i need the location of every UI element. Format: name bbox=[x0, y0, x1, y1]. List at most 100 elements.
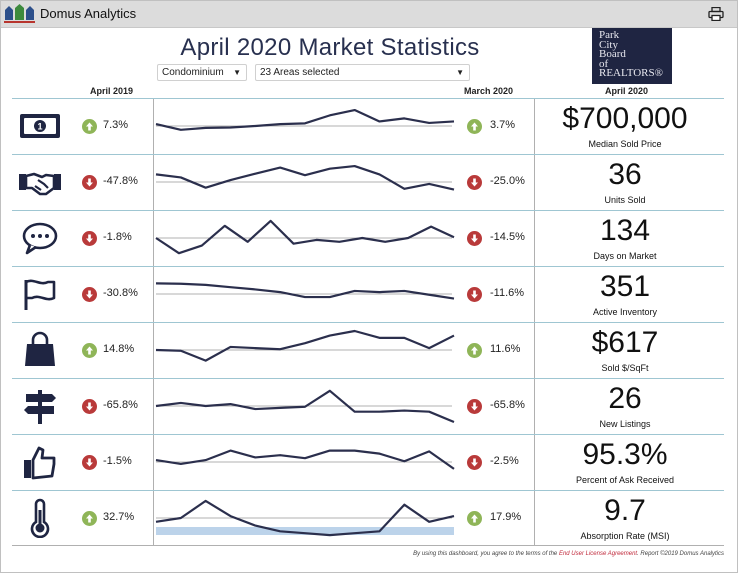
metric-value: $700,000 bbox=[562, 102, 688, 135]
column-divider bbox=[153, 98, 154, 545]
handshake-icon bbox=[19, 172, 61, 196]
yoy-change: -65.8% bbox=[103, 399, 138, 411]
board-of-realtors-logo: Park City Board of REALTORS® bbox=[592, 28, 672, 84]
arrow-down-icon bbox=[82, 455, 97, 470]
svg-text:1: 1 bbox=[37, 122, 42, 132]
money-icon: 1 bbox=[20, 114, 60, 138]
metric-label: Days on Market bbox=[593, 251, 657, 261]
thumbs-up-icon bbox=[24, 446, 56, 480]
mom-change: 17.9% bbox=[490, 511, 522, 523]
metric-label: Absorption Rate (MSI) bbox=[580, 531, 670, 541]
arrow-down-icon bbox=[82, 231, 97, 246]
stat-row-absorption-rate: 32.7% 17.9% 9.7 Absorption Rate (MSI) bbox=[12, 490, 724, 546]
sparkline-series bbox=[155, 449, 455, 470]
row-divider bbox=[12, 378, 724, 379]
stat-row-sold-price-per-sqft: 14.8% 11.6% $617 Sold $/SqFt bbox=[12, 322, 724, 378]
mom-change: 11.6% bbox=[490, 343, 521, 355]
chevron-down-icon: ▼ bbox=[456, 68, 464, 77]
sparkline-series bbox=[155, 499, 455, 537]
stat-row-median-sold-price: 1 7.3% 3.7% $700,000 Median Sold Price bbox=[12, 98, 724, 154]
signpost-icon bbox=[24, 390, 56, 424]
property-type-select[interactable]: Condominium ▼ bbox=[157, 64, 247, 81]
row-divider bbox=[12, 154, 724, 155]
flag-icon bbox=[24, 279, 56, 310]
header-prior-month: March 2020 bbox=[464, 86, 514, 96]
sparkline bbox=[155, 164, 455, 191]
row-divider bbox=[12, 266, 724, 267]
arrow-up-icon bbox=[467, 511, 482, 526]
yoy-change: -1.5% bbox=[103, 455, 132, 467]
board-logo-line: REALTORS® bbox=[599, 67, 663, 79]
shopping-bag-icon bbox=[25, 331, 55, 366]
sparkline-band bbox=[156, 527, 454, 535]
sparkline bbox=[155, 449, 455, 470]
footer: By using this dashboard, you agree to th… bbox=[300, 551, 724, 557]
row-divider bbox=[12, 322, 724, 323]
row-divider bbox=[12, 490, 724, 491]
row-divider bbox=[12, 210, 724, 211]
sparkline bbox=[155, 329, 455, 362]
eula-link[interactable]: End User License Agreement bbox=[558, 551, 638, 557]
metric-label: Median Sold Price bbox=[588, 139, 662, 149]
yoy-change: 14.8% bbox=[103, 343, 135, 355]
metric-value: 36 bbox=[608, 158, 642, 191]
yoy-change: -47.8% bbox=[103, 175, 138, 187]
metric-value: 9.7 bbox=[604, 494, 646, 527]
row-divider bbox=[12, 98, 724, 99]
sparkline-series bbox=[155, 108, 455, 131]
sparkline bbox=[155, 389, 455, 423]
arrow-down-icon bbox=[82, 287, 97, 302]
header-current: April 2020 bbox=[605, 86, 649, 96]
metric-label: Percent of Ask Received bbox=[575, 475, 675, 485]
mom-change: -14.5% bbox=[490, 231, 525, 243]
board-logo-line: Park bbox=[599, 29, 620, 41]
sparkline-series bbox=[155, 389, 455, 423]
print-icon[interactable] bbox=[708, 7, 724, 21]
bottom-divider bbox=[12, 545, 724, 546]
arrow-up-icon bbox=[82, 511, 97, 526]
board-logo-line: Board bbox=[599, 48, 626, 60]
top-bar: Domus Analytics bbox=[0, 0, 738, 28]
mom-change: 3.7% bbox=[490, 119, 516, 131]
arrow-down-icon bbox=[467, 287, 482, 302]
sparkline-series bbox=[155, 219, 455, 255]
arrow-up-icon bbox=[82, 119, 97, 134]
metric-value: 134 bbox=[599, 214, 651, 247]
stat-row-units-sold: -47.8% -25.0% 36 Units Sold bbox=[12, 154, 724, 210]
areas-value: 23 Areas selected bbox=[260, 67, 340, 78]
arrow-up-icon bbox=[467, 343, 482, 358]
arrow-up-icon bbox=[82, 343, 97, 358]
domus-logo-icon bbox=[4, 4, 35, 23]
board-logo-line: of bbox=[599, 57, 609, 70]
sparkline bbox=[155, 282, 455, 300]
header-prior-year: April 2019 bbox=[90, 86, 134, 96]
metric-label: Units Sold bbox=[604, 195, 646, 205]
metric-label: Active Inventory bbox=[592, 307, 658, 317]
metric-value: $617 bbox=[591, 326, 659, 359]
mom-change: -11.6% bbox=[490, 287, 525, 299]
row-divider bbox=[12, 434, 724, 435]
yoy-change: -30.8% bbox=[103, 287, 138, 299]
stat-row-active-inventory: -30.8% -11.6% 351 Active Inventory bbox=[12, 266, 724, 322]
board-logo-line: City bbox=[599, 38, 618, 51]
stat-row-percent-of-ask-received: -1.5% -2.5% 95.3% Percent of Ask Received bbox=[12, 434, 724, 490]
sparkline-series bbox=[155, 164, 455, 191]
yoy-change: 7.3% bbox=[103, 119, 129, 131]
arrow-down-icon bbox=[467, 231, 482, 246]
sparkline bbox=[155, 108, 455, 131]
sparkline bbox=[155, 219, 455, 255]
footer-text: By using this dashboard, you agree to th… bbox=[413, 551, 559, 557]
yoy-change: -1.8% bbox=[103, 231, 132, 243]
column-divider bbox=[534, 98, 535, 545]
areas-select[interactable]: 23 Areas selected ▼ bbox=[255, 64, 470, 81]
mom-change: -25.0% bbox=[490, 175, 525, 187]
sparkline-series bbox=[155, 329, 455, 362]
metric-label: New Listings bbox=[599, 419, 651, 429]
metric-value: 351 bbox=[599, 270, 651, 303]
footer-copyright: . Report ©2019 Domus Analytics bbox=[637, 551, 724, 557]
chevron-down-icon: ▼ bbox=[233, 68, 241, 77]
arrow-down-icon bbox=[467, 455, 482, 470]
sparkline-series bbox=[155, 282, 455, 300]
arrow-down-icon bbox=[467, 175, 482, 190]
stat-row-days-on-market: -1.8% -14.5% 134 Days on Market bbox=[12, 210, 724, 266]
